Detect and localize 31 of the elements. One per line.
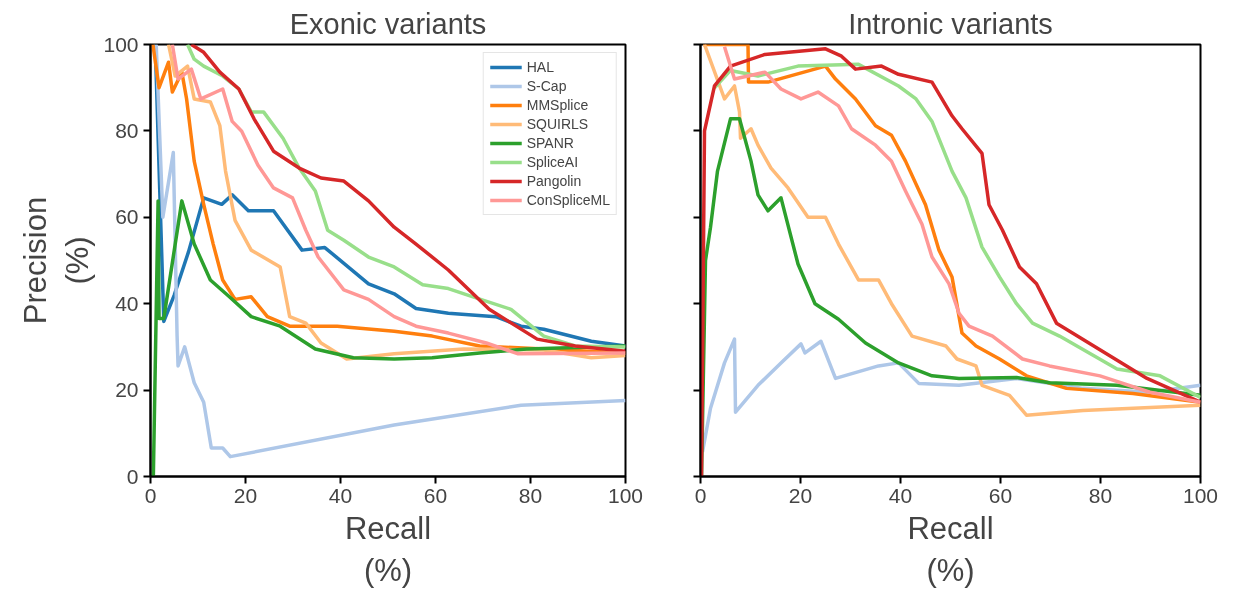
y-tick-label: 100	[103, 32, 139, 56]
x-tick-label: 80	[518, 483, 543, 507]
y-tick-label: 80	[115, 118, 139, 142]
legend-label: ConSpliceML	[526, 192, 610, 208]
x-tick-label: 20	[233, 483, 258, 507]
legend-label: MMSplice	[526, 97, 589, 113]
y-tick-label: 0	[126, 464, 139, 488]
chart-title: Exonic variants	[289, 7, 487, 40]
legend-label: Pangolin	[526, 173, 582, 189]
y-axis-title: Precision (%)	[18, 196, 96, 325]
x-tick-label: 100	[607, 483, 644, 507]
y-tick-label: 40	[115, 291, 139, 315]
x-axis-title: Recall (%)	[344, 510, 432, 588]
x-tick-label: 40	[888, 483, 913, 507]
chart-title: Intronic variants	[848, 7, 1053, 40]
x-axis-title: Recall (%)	[907, 510, 994, 588]
x-tick-label: 40	[328, 483, 353, 507]
legend-label: HAL	[526, 59, 554, 75]
legend-label: SQUIRLS	[526, 116, 589, 132]
x-tick-label: 20	[788, 483, 813, 507]
x-tick-label: 0	[144, 483, 157, 507]
x-tick-label: 0	[694, 483, 707, 507]
legend-label: SpliceAI	[526, 154, 579, 170]
x-tick-label: 60	[423, 483, 448, 507]
x-tick-label: 60	[988, 483, 1013, 507]
x-tick-label: 80	[1088, 483, 1113, 507]
legend-label: SPANR	[526, 135, 574, 151]
x-tick-label: 100	[1182, 483, 1219, 507]
y-tick-label: 60	[115, 205, 139, 229]
y-tick-label: 20	[115, 378, 139, 402]
legend-label: S-Cap	[526, 78, 567, 94]
